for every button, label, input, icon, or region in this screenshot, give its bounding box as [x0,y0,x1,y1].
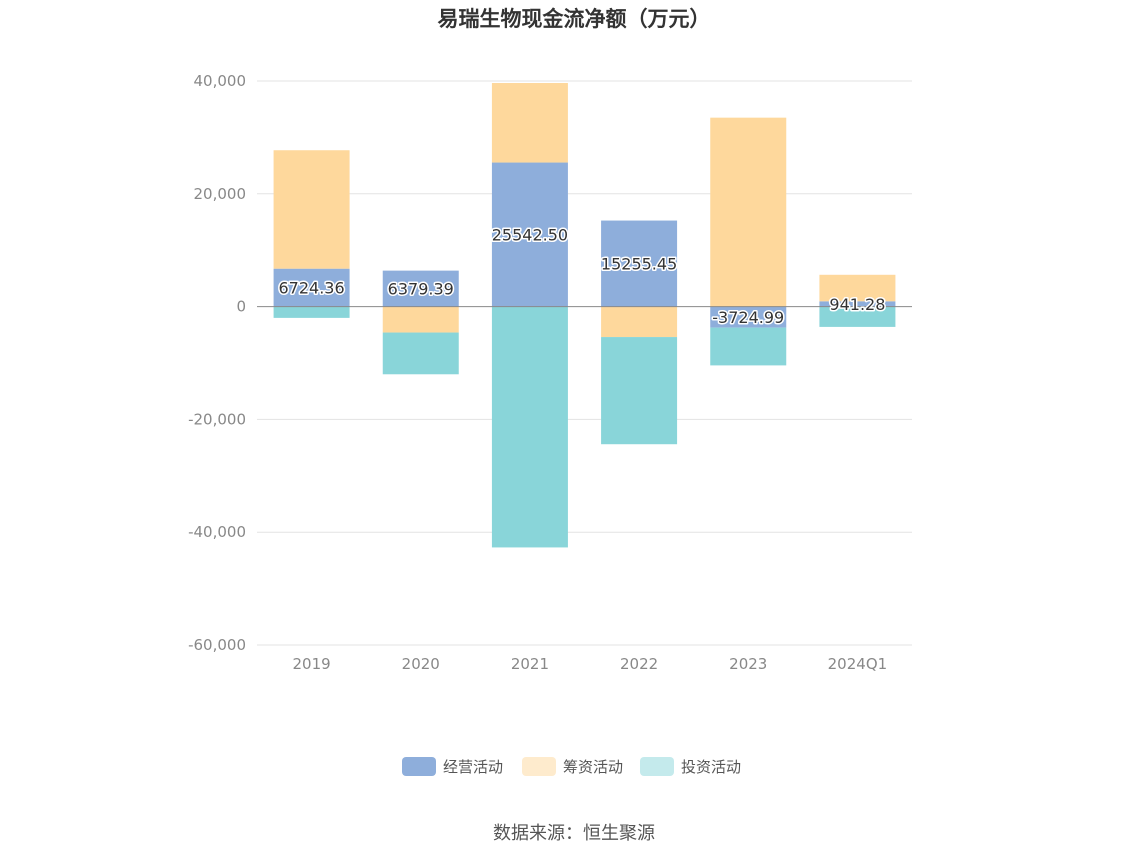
bar-segment [273,268,350,307]
chart-title: 易瑞生物现金流净额（万元） [438,7,711,31]
legend-item[interactable]: 经营活动 [402,757,503,776]
legend-item[interactable]: 投资活动 [640,757,741,776]
bar-segment [382,270,459,307]
data-label: 941.28 [829,295,885,314]
legend-label: 投资活动 [681,758,741,776]
data-label: 15255.45 [601,255,677,274]
y-tick-label: 20,000 [194,185,247,203]
x-tick-label: 2019 [292,655,330,673]
bar-segment [382,306,459,333]
y-tick-label: 0 [236,298,246,316]
bar-segment [601,306,678,338]
legend[interactable]: 经营活动 筹资活动 投资活动 [402,757,741,776]
x-axis: 2019 2020 2021 2022 2023 2024Q1 [292,655,887,673]
data-label: 25542.50 [492,226,568,245]
x-tick-label: 2022 [620,655,658,673]
bars [273,83,896,548]
y-tick-label: -20,000 [188,410,246,428]
bar-segment [710,117,787,307]
bar-segment [819,274,896,302]
bar-segment [273,306,350,318]
data-labels: 6724.36 6379.39 25542.50 15255.45 -3724.99 94… [277,224,887,329]
y-tick-label: 40,000 [194,72,247,90]
legend-item[interactable]: 筹资活动 [522,757,623,776]
x-tick-label: 2021 [511,655,549,673]
bar-segment [491,162,568,307]
bar-segment [601,220,678,307]
x-tick-label: 2023 [729,655,767,673]
legend-swatch [402,757,436,776]
data-label: 6724.36 [278,279,344,298]
y-tick-label: -60,000 [188,636,246,654]
legend-label: 经营活动 [443,758,503,776]
y-axis: 40,000 20,000 0 -20,000 -40,000 -60,000 [188,72,246,654]
legend-label: 筹资活动 [563,758,623,776]
grid-lines [257,80,912,646]
bar-segment [382,332,459,375]
data-label: -3724.99 [712,308,784,327]
bar-segment [273,150,350,269]
bar-segment [819,301,896,307]
bar-segment [710,306,787,328]
x-tick-label: 2020 [402,655,440,673]
legend-swatch [640,757,674,776]
data-label: 6379.39 [388,280,454,299]
bar-segment [601,337,678,445]
y-tick-label: -40,000 [188,523,246,541]
x-tick-label: 2024Q1 [828,655,888,673]
bar-segment [819,306,896,327]
bar-segment [710,327,787,366]
bar-segment [491,306,568,548]
bar-segment [491,83,568,163]
legend-swatch [522,757,556,776]
source-note: 数据来源：恒生聚源 [493,823,655,844]
